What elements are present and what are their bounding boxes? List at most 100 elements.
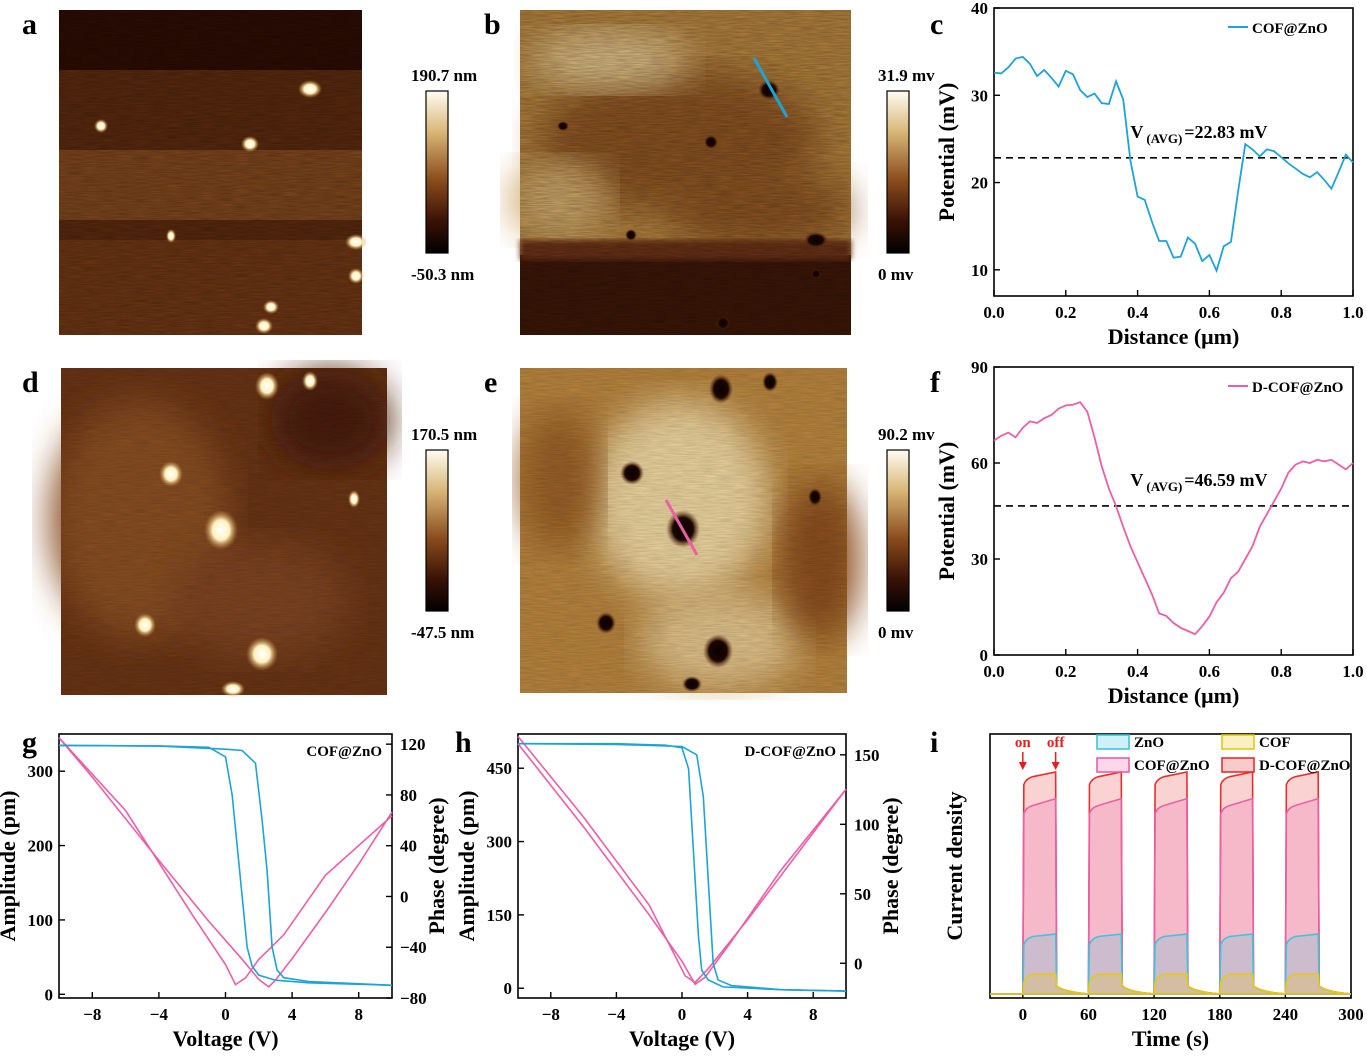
amplitude-loop-0 bbox=[517, 735, 847, 984]
series-line-D-COF@ZnO bbox=[993, 401, 1354, 636]
chart-f: 0.0 0.2 0.4 0.6 0.8 1.0 0 30 60 90 Distance (μm) Po… bbox=[934, 358, 1364, 708]
x-axis-label: Time (s) bbox=[1132, 1026, 1209, 1051]
x-tick-label: 8 bbox=[354, 1005, 363, 1024]
plot-frame bbox=[517, 733, 847, 999]
x-tick-label: 1.0 bbox=[1342, 303, 1363, 322]
colorbar-b-max: 31.9 mv bbox=[878, 66, 935, 85]
x-tick-label: 0.4 bbox=[1127, 662, 1149, 681]
phase-loop-2 bbox=[518, 742, 847, 992]
x-tick-label: 0.0 bbox=[983, 662, 1004, 681]
x-tick-label: −8 bbox=[542, 1005, 560, 1024]
y2-tick-label: −40 bbox=[400, 938, 427, 957]
y2-tick-label: 80 bbox=[400, 786, 417, 805]
x-tick-label: 0.6 bbox=[1199, 662, 1220, 681]
x-tick-label: 4 bbox=[743, 1005, 752, 1024]
x-tick-label: 8 bbox=[809, 1005, 818, 1024]
panel-letter-g: g bbox=[22, 726, 37, 759]
colorbar-a-max: 190.7 nm bbox=[411, 66, 477, 85]
legend-swatch-COF@ZnO bbox=[1096, 757, 1130, 773]
y2-tick-label: −80 bbox=[400, 989, 427, 1008]
legend-label-COF: COF bbox=[1259, 735, 1291, 751]
x-tick-label: 0.0 bbox=[983, 303, 1004, 322]
pulse-COF-3 bbox=[1218, 973, 1286, 995]
legend-label: D-COF@ZnO bbox=[1252, 380, 1343, 396]
x-tick-label: 0.2 bbox=[1055, 303, 1076, 322]
y-axis-label: Amplitude (pm) bbox=[454, 791, 479, 942]
y-tick-label: 60 bbox=[971, 454, 988, 473]
legend-label: COF@ZnO bbox=[1252, 21, 1328, 37]
phase-loop-3 bbox=[58, 744, 393, 987]
y-tick-label: 20 bbox=[971, 174, 988, 193]
x-tick-label: 240 bbox=[1273, 1005, 1299, 1024]
y-tick-label: 0 bbox=[980, 646, 989, 665]
colorbar-d-max: 170.5 nm bbox=[411, 425, 477, 444]
x-tick-label: 300 bbox=[1338, 1005, 1364, 1024]
y-tick-label: 200 bbox=[28, 837, 54, 856]
colorbar-d bbox=[425, 449, 449, 612]
x-tick-label: 180 bbox=[1207, 1005, 1233, 1024]
y-tick-label: 300 bbox=[28, 762, 54, 781]
map-e bbox=[520, 368, 860, 693]
colorbar-d-min: -47.5 nm bbox=[411, 623, 474, 642]
phase-loop-3 bbox=[517, 742, 847, 992]
amplitude-loop-0 bbox=[58, 737, 393, 986]
pulse-COF-2 bbox=[1153, 973, 1220, 995]
y-tick-label: 40 bbox=[971, 0, 988, 18]
x-axis-label: Voltage (V) bbox=[629, 1026, 735, 1051]
colorbar-b-min: 0 mv bbox=[878, 265, 914, 284]
y-tick-label: 0 bbox=[504, 979, 513, 998]
y-axis-label: Current density bbox=[942, 791, 967, 940]
panel-letter-c: c bbox=[930, 8, 943, 41]
y-tick-label: 30 bbox=[971, 550, 988, 569]
y-axis-label: Potential (mV) bbox=[934, 83, 959, 222]
x-axis-label: Distance (μm) bbox=[1108, 324, 1240, 349]
y-tick-label: 90 bbox=[971, 358, 988, 377]
map-d bbox=[50, 368, 390, 697]
map-a bbox=[59, 10, 367, 335]
y2-tick-label: 0 bbox=[854, 954, 863, 973]
off-label: off bbox=[1047, 735, 1065, 751]
x-axis-label: Distance (μm) bbox=[1108, 683, 1240, 708]
pulse-COF-4 bbox=[1284, 973, 1352, 995]
x-tick-label: 0.6 bbox=[1199, 303, 1220, 322]
plot-frame bbox=[58, 733, 393, 999]
legend-swatch-D-COF@ZnO bbox=[1221, 757, 1255, 773]
y2-tick-label: 40 bbox=[400, 837, 417, 856]
plot-frame bbox=[993, 366, 1354, 656]
x-tick-label: 0 bbox=[678, 1005, 687, 1024]
x-tick-label: 0.2 bbox=[1055, 662, 1076, 681]
series-line-COF@ZnO bbox=[993, 55, 1354, 274]
average-annotation: V (AVG) =46.59 mV bbox=[1130, 470, 1267, 494]
arrow-head bbox=[1051, 762, 1060, 770]
x-tick-label: 60 bbox=[1080, 1005, 1097, 1024]
x-tick-label: 1.0 bbox=[1342, 662, 1363, 681]
y-tick-label: 10 bbox=[971, 261, 988, 280]
y-tick-label: 100 bbox=[28, 911, 54, 930]
y2-axis-label: Phase (degree) bbox=[424, 797, 449, 934]
x-tick-label: 0.8 bbox=[1271, 303, 1292, 322]
colorbar-e bbox=[886, 449, 910, 612]
legend-label-D-COF@ZnO: D-COF@ZnO bbox=[1259, 758, 1350, 774]
arrow-head bbox=[1018, 762, 1027, 770]
legend-swatch-ZnO bbox=[1096, 734, 1130, 750]
colorbar-b bbox=[886, 90, 910, 254]
y-tick-label: 30 bbox=[971, 86, 988, 105]
pulse-COF-1 bbox=[1087, 973, 1155, 995]
x-tick-label: 0.4 bbox=[1127, 303, 1149, 322]
panel-letter-d: d bbox=[22, 366, 39, 399]
average-annotation: V (AVG) =22.83 mV bbox=[1130, 122, 1267, 146]
y2-tick-label: 100 bbox=[854, 815, 880, 834]
map-b bbox=[510, 10, 851, 335]
panel-letter-e: e bbox=[484, 366, 497, 399]
y2-tick-label: 120 bbox=[400, 735, 426, 754]
legend-swatch-COF bbox=[1221, 734, 1255, 750]
y2-axis-label: Phase (degree) bbox=[878, 797, 903, 934]
y-tick-label: 450 bbox=[487, 759, 513, 778]
y-axis-label: Potential (mV) bbox=[934, 442, 959, 581]
legend-label-ZnO: ZnO bbox=[1134, 735, 1164, 751]
sample-label: COF@ZnO bbox=[306, 744, 382, 760]
y-axis-label: Amplitude (pm) bbox=[0, 791, 20, 942]
legend-label-COF@ZnO: COF@ZnO bbox=[1134, 758, 1210, 774]
plot-frame bbox=[993, 7, 1354, 297]
